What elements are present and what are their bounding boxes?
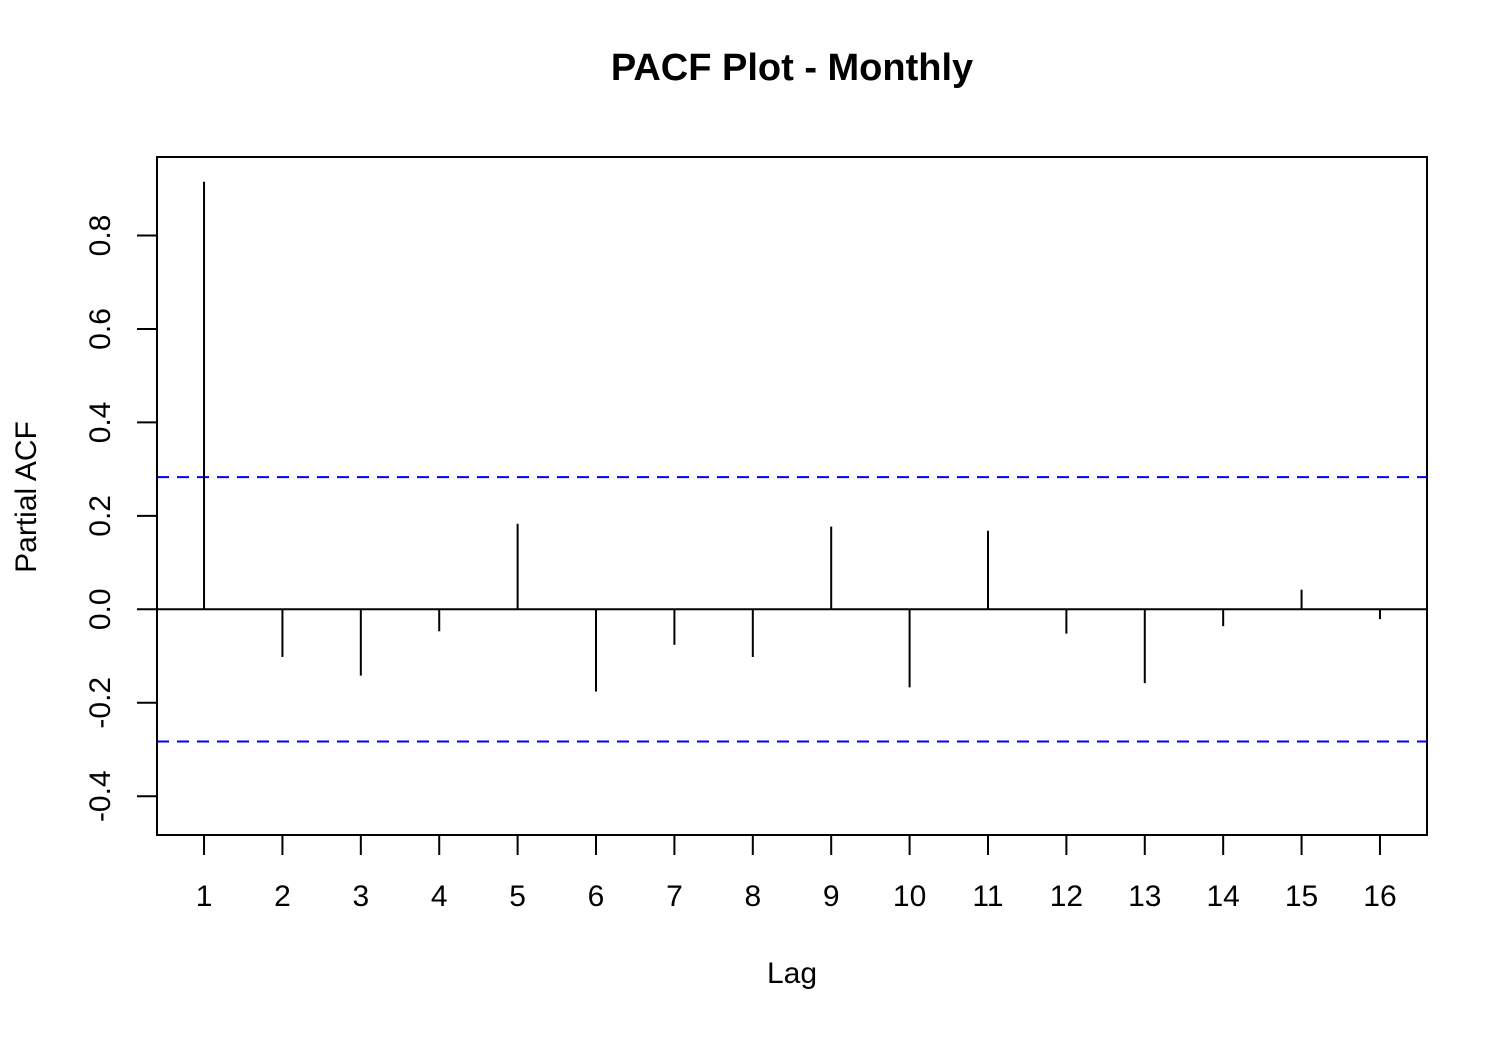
x-tick-label: 11	[972, 880, 1003, 913]
x-tick-label: 15	[1285, 880, 1318, 913]
y-tick-label: 0.8	[84, 215, 117, 257]
x-tick-label: 6	[588, 880, 605, 913]
y-tick-label: 0.2	[84, 495, 117, 537]
x-tick-label: 2	[274, 880, 291, 913]
y-tick-label: -0.2	[84, 677, 117, 729]
y-tick-label: 0.0	[84, 588, 117, 630]
x-axis-title: Lag	[767, 957, 817, 990]
x-tick-label: 14	[1206, 880, 1239, 913]
plot-frame	[156, 156, 1428, 836]
chart-title: PACF Plot - Monthly	[611, 47, 973, 89]
x-tick-label: 16	[1363, 880, 1396, 913]
y-axis-title: Partial ACF	[10, 421, 43, 573]
x-tick-label: 13	[1128, 880, 1161, 913]
x-tick-label: 5	[509, 880, 526, 913]
y-tick-label: 0.4	[84, 402, 117, 444]
x-tick-label: 1	[196, 880, 213, 913]
x-tick-label: 9	[823, 880, 840, 913]
x-tick-label: 7	[666, 880, 683, 913]
x-tick-label: 12	[1050, 880, 1083, 913]
x-tick-label: 8	[744, 880, 761, 913]
x-tick-label: 4	[431, 880, 448, 913]
y-tick-label: 0.6	[84, 308, 117, 350]
x-tick-label: 10	[893, 880, 926, 913]
x-tick-label: 3	[352, 880, 369, 913]
chart-marks: 1 2 3 4 5 6 7 8 9 10 11 12 13 14 15 16-0.4-0.20.00.20.4…	[84, 181, 1427, 913]
y-tick-label: -0.4	[84, 770, 117, 822]
